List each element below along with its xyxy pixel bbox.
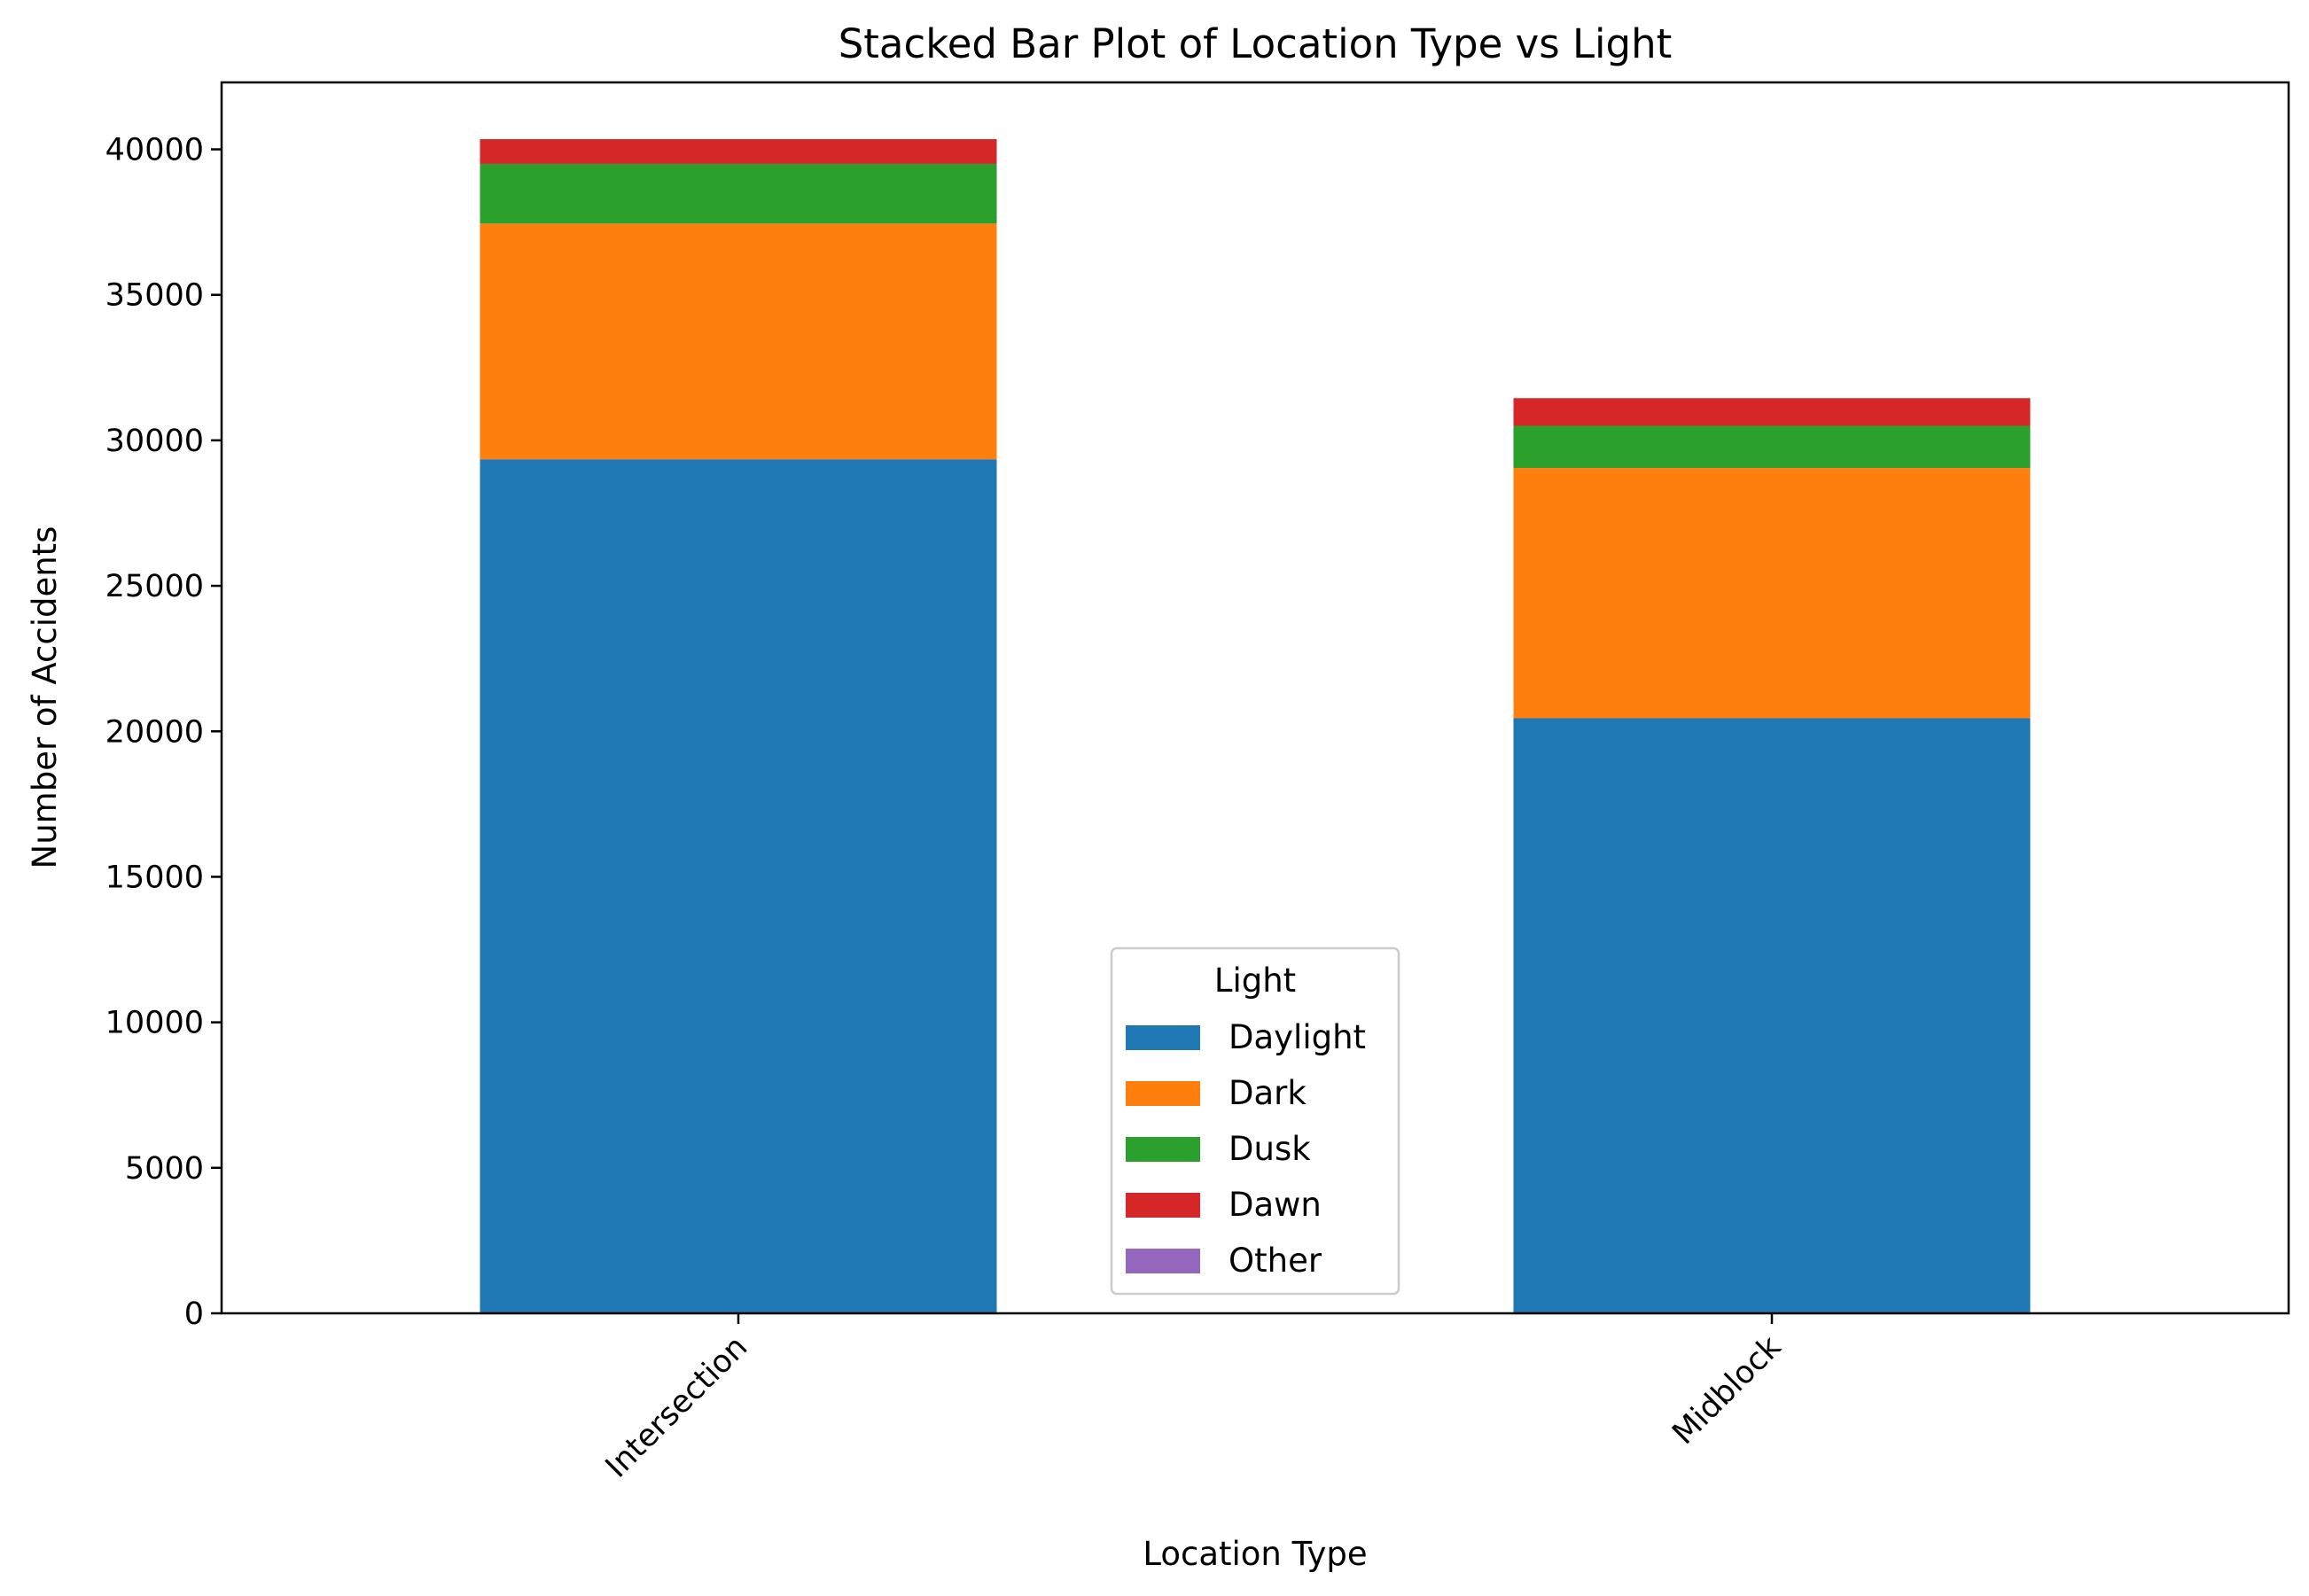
- y-tick-label: 30000: [105, 424, 204, 459]
- bars: [480, 139, 2031, 1313]
- legend-swatch-dawn: [1126, 1193, 1200, 1218]
- legend-label-other: Other: [1229, 1242, 1322, 1280]
- bar-midblock-dusk: [1513, 425, 2031, 469]
- bar-midblock-dawn: [1513, 398, 2031, 426]
- legend-swatch-dusk: [1126, 1137, 1200, 1162]
- bar-intersection-daylight: [480, 459, 997, 1313]
- legend-label-dark: Dark: [1229, 1074, 1307, 1112]
- legend: Light Daylight Dark Dusk Dawn Other: [1110, 946, 1400, 1296]
- legend-swatch-other: [1126, 1249, 1200, 1273]
- plot-frame: [220, 81, 2290, 1315]
- x-axis-label: Location Type: [1143, 1535, 1367, 1573]
- y-tick-label: 25000: [105, 569, 204, 604]
- legend-label-dusk: Dusk: [1229, 1130, 1311, 1168]
- y-tick-label: 10000: [105, 1006, 204, 1041]
- legend-label-daylight: Daylight: [1229, 1018, 1366, 1056]
- chart-title: Stacked Bar Plot of Location Type vs Lig…: [839, 20, 1673, 67]
- bar-intersection-dark: [480, 223, 997, 460]
- y-tick-label: 35000: [105, 278, 204, 314]
- bar-intersection-dusk: [480, 163, 997, 224]
- bar-intersection-dawn: [480, 139, 997, 164]
- y-tick-label: 15000: [105, 860, 204, 895]
- y-tick-label: 5000: [125, 1151, 204, 1187]
- bar-midblock-daylight: [1513, 718, 2031, 1313]
- y-axis-label: Number of Accidents: [26, 526, 64, 869]
- legend-title: Light: [1214, 961, 1296, 1000]
- y-tick-label: 0: [184, 1296, 204, 1332]
- y-tick-label: 20000: [105, 714, 204, 750]
- bar-midblock-dark: [1513, 468, 2031, 719]
- legend-items: Daylight Dark Dusk Dawn Other: [1126, 1018, 1366, 1280]
- legend-swatch-dark: [1126, 1081, 1200, 1106]
- legend-swatch-daylight: [1126, 1025, 1200, 1050]
- y-axis: 0 5000 10000 15000 20000 25000 30000 35000 40000: [105, 133, 222, 1332]
- y-tick-label: 40000: [105, 133, 204, 168]
- legend-label-dawn: Dawn: [1229, 1186, 1322, 1224]
